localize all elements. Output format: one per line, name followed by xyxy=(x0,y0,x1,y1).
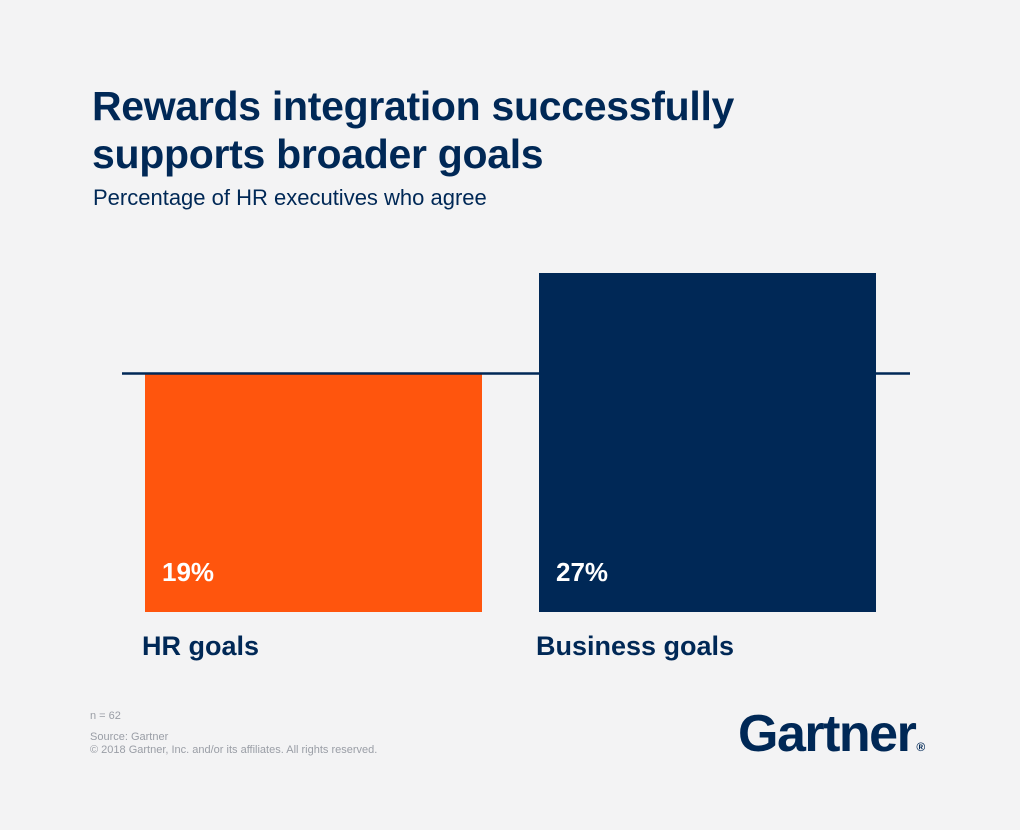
logo-mark: ® xyxy=(916,740,925,754)
category-label: HR goals xyxy=(142,631,259,661)
footnote: © 2018 Gartner, Inc. and/or its affiliat… xyxy=(90,744,377,756)
footnote: n = 62 xyxy=(90,710,121,722)
footnote: Source: Gartner xyxy=(90,731,169,743)
logo: Gartner xyxy=(738,705,917,763)
bar xyxy=(145,373,482,612)
value-label: 27% xyxy=(556,557,608,587)
bar xyxy=(539,273,876,612)
chart-title: Rewards integration successfully support… xyxy=(92,83,735,177)
category-label: Business goals xyxy=(536,631,734,661)
value-label: 19% xyxy=(162,557,214,587)
chart-subtitle: Percentage of HR executives who agree xyxy=(93,185,487,210)
